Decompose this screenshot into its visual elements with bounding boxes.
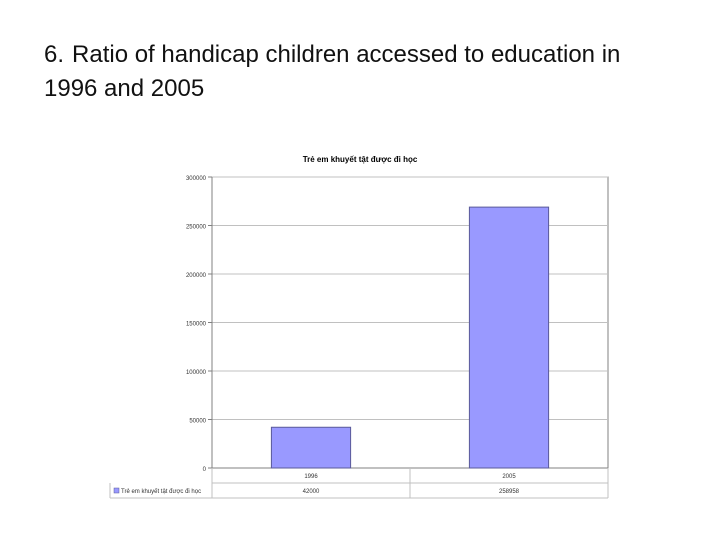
- x-tick-label: 2005: [502, 474, 516, 480]
- y-tick-label: 50000: [189, 419, 206, 425]
- legend-label: Trẻ em khuyết tật được đi học: [121, 489, 201, 495]
- y-tick-label: 150000: [186, 322, 207, 328]
- bar: [270, 426, 352, 469]
- chart-title: Trẻ em khuyết tật được đi học: [303, 155, 418, 164]
- slide-number: 6.: [44, 41, 65, 68]
- y-tick-label: 300000: [186, 176, 207, 182]
- y-tick-label: 0: [203, 467, 207, 473]
- x-tick-label: 1996: [304, 474, 318, 480]
- data-label: 42000: [303, 489, 320, 495]
- data-label: 258958: [499, 489, 520, 495]
- legend-key: [113, 487, 120, 494]
- y-tick-label: 250000: [186, 225, 207, 231]
- y-tick-label: 200000: [186, 273, 207, 279]
- slide-title: 6. Ratio of handicap children accessed to…: [44, 38, 664, 106]
- y-tick-label: 100000: [186, 370, 207, 376]
- bar: [468, 206, 550, 469]
- slide-title-text: Ratio of handicap children accessed to e…: [44, 41, 621, 102]
